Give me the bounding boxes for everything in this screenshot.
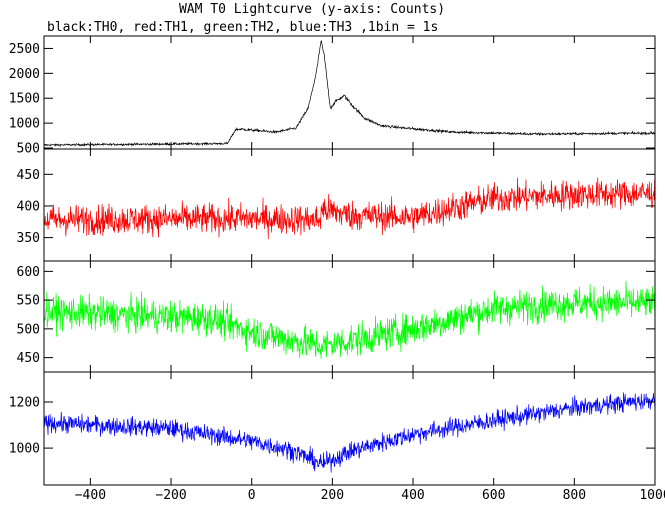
series-line-th0 xyxy=(44,40,655,148)
y-tick-label: 600 xyxy=(17,265,40,280)
x-tick-label: 200 xyxy=(321,488,344,503)
panel-th3: 1000 1200 xyxy=(9,371,656,486)
y-tick-label: 1000 xyxy=(9,117,40,132)
y-tick-label: 550 xyxy=(17,294,40,309)
x-tick-label: 800 xyxy=(563,488,586,503)
y-tick-label: 1500 xyxy=(9,92,40,107)
x-tick-label: 1000 xyxy=(639,488,665,503)
x-tick-label: 0 xyxy=(248,488,256,503)
y-tick-label: 450 xyxy=(17,168,40,183)
series-line-th3 xyxy=(44,392,655,473)
x-tick-label: 600 xyxy=(482,488,505,503)
x-tick-label: 400 xyxy=(401,488,424,503)
panels: 500 1000 1500 2000 2500 350 400 450 450 500 550 600… xyxy=(9,35,656,486)
x-tick-label: −400 xyxy=(75,488,106,503)
y-tick-label: 500 xyxy=(17,142,40,157)
y-tick-label: 2500 xyxy=(9,42,40,57)
panel-th0: 500 1000 1500 2000 2500 xyxy=(9,35,656,157)
y-tick-label: 1200 xyxy=(9,395,40,410)
x-tick-label: −200 xyxy=(155,488,186,503)
y-tick-label: 400 xyxy=(17,199,40,214)
series-line-th2 xyxy=(44,280,655,359)
chart-subtitle: black:TH0, red:TH1, green:TH2, blue:TH3 … xyxy=(47,20,438,35)
panel-frame xyxy=(43,35,656,150)
y-tick-label: 500 xyxy=(17,322,40,337)
panel-frame xyxy=(43,371,656,486)
series-line-th1 xyxy=(44,177,655,240)
panel-frame xyxy=(43,260,656,373)
panel-th1: 350 400 450 xyxy=(17,148,656,262)
chart-title: WAM T0 Lightcurve (y-axis: Counts) xyxy=(179,2,445,17)
panel-th2: 450 500 550 600 xyxy=(17,260,656,373)
y-tick-label: 2000 xyxy=(9,67,40,82)
x-axis: −400 −200 0 200 400 600 800 1000 xyxy=(75,488,665,503)
y-tick-label: 1000 xyxy=(9,442,40,457)
y-tick-label: 450 xyxy=(17,351,40,366)
y-tick-label: 350 xyxy=(17,231,40,246)
